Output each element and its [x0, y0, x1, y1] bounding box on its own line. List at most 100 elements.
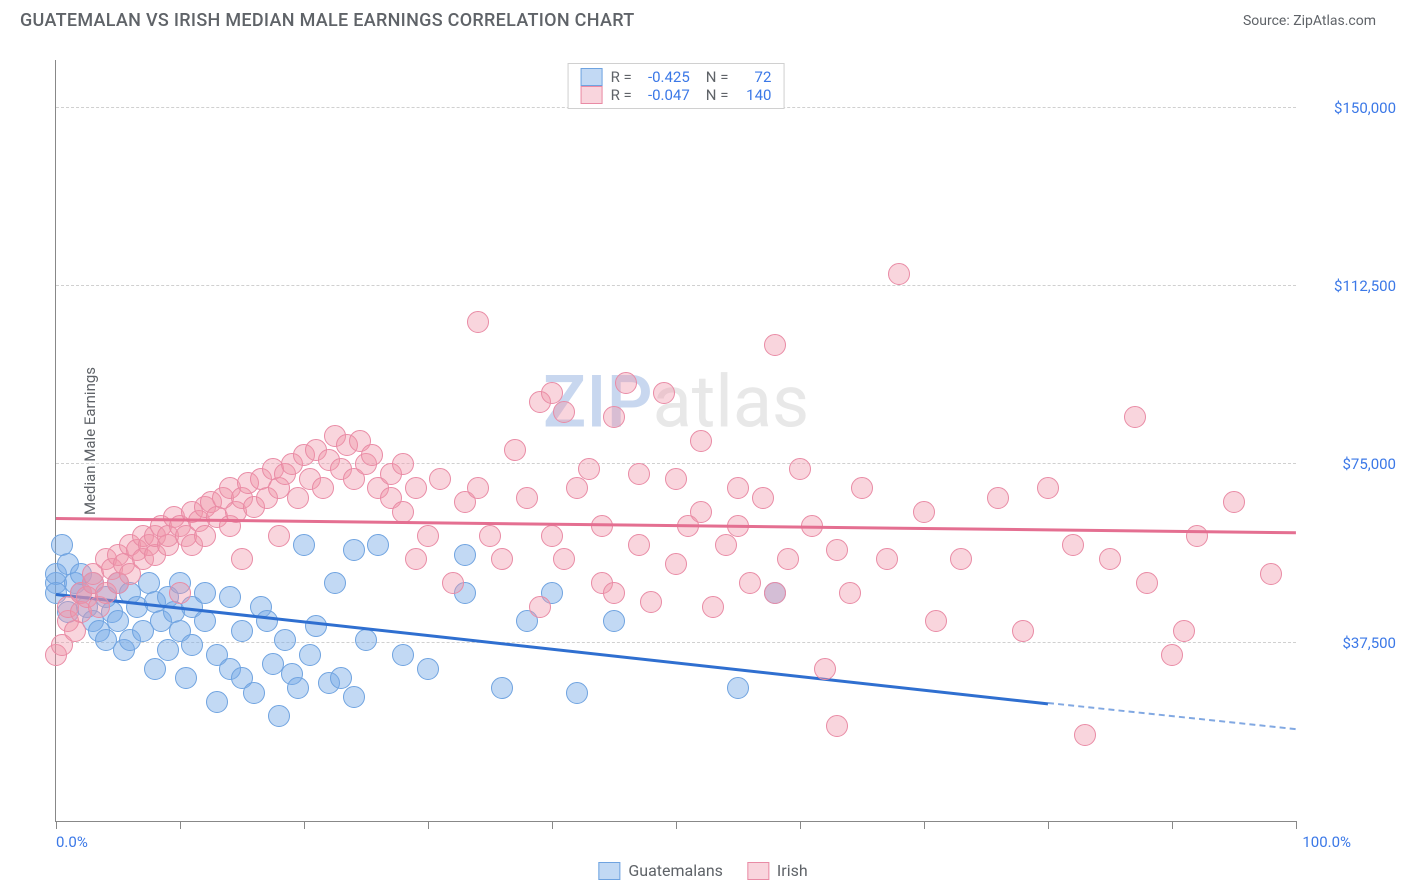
- gridline: [56, 285, 1296, 286]
- data-point: [1186, 525, 1208, 547]
- watermark: ZIPatlas: [543, 360, 809, 445]
- data-point: [64, 620, 86, 642]
- chart-plot-area: Median Male Earnings ZIPatlas R = -0.425 N…: [55, 60, 1296, 822]
- trend-line: [56, 517, 1296, 534]
- legend-swatch: [598, 862, 620, 880]
- data-point: [287, 487, 309, 509]
- r-value: -0.047: [640, 86, 690, 104]
- data-point: [1161, 644, 1183, 666]
- data-point: [467, 311, 489, 333]
- data-point: [690, 501, 712, 523]
- data-point: [467, 477, 489, 499]
- data-point: [392, 501, 414, 523]
- data-point: [491, 548, 513, 570]
- data-point: [777, 548, 799, 570]
- data-point: [343, 686, 365, 708]
- legend-swatch: [747, 862, 769, 880]
- data-point: [287, 677, 309, 699]
- data-point: [727, 677, 749, 699]
- data-point: [454, 544, 476, 566]
- data-point: [1074, 724, 1096, 746]
- data-point: [442, 572, 464, 594]
- legend-row: R = -0.425 N = 72: [581, 68, 772, 86]
- data-point: [665, 468, 687, 490]
- data-point: [628, 463, 650, 485]
- data-point: [566, 477, 588, 499]
- data-point: [405, 548, 427, 570]
- data-point: [553, 548, 575, 570]
- data-point: [504, 439, 526, 461]
- y-tick-label: $37,500: [1306, 634, 1396, 652]
- x-tick: [924, 821, 925, 829]
- data-point: [219, 586, 241, 608]
- chart-title: GUATEMALAN VS IRISH MEDIAN MALE EARNINGS…: [20, 10, 635, 31]
- data-point: [268, 525, 290, 547]
- data-point: [312, 477, 334, 499]
- data-point: [361, 444, 383, 466]
- data-point: [392, 453, 414, 475]
- data-point: [715, 534, 737, 556]
- data-point: [987, 487, 1009, 509]
- data-point: [429, 468, 451, 490]
- data-point: [640, 591, 662, 613]
- data-point: [764, 334, 786, 356]
- n-label: N =: [706, 68, 729, 86]
- data-point: [578, 458, 600, 480]
- data-point: [1099, 548, 1121, 570]
- data-point: [1136, 572, 1158, 594]
- x-tick: [180, 821, 181, 829]
- data-point: [324, 572, 346, 594]
- x-tick: [428, 821, 429, 829]
- legend-label: Irish: [777, 861, 808, 880]
- legend-label: Guatemalans: [628, 861, 723, 880]
- data-point: [274, 629, 296, 651]
- data-point: [299, 644, 321, 666]
- n-label: N =: [706, 86, 729, 104]
- legend-swatch: [581, 68, 603, 86]
- data-point: [392, 644, 414, 666]
- data-point: [417, 658, 439, 680]
- data-point: [194, 525, 216, 547]
- data-point: [405, 477, 427, 499]
- data-point: [789, 458, 811, 480]
- data-point: [516, 487, 538, 509]
- series-legend: Guatemalans Irish: [598, 861, 807, 880]
- data-point: [1173, 620, 1195, 642]
- data-point: [293, 534, 315, 556]
- data-point: [665, 553, 687, 575]
- data-point: [888, 263, 910, 285]
- legend-swatch: [581, 86, 603, 104]
- x-tick: [1172, 821, 1173, 829]
- r-value: -0.425: [640, 68, 690, 86]
- n-value: 72: [736, 68, 771, 86]
- data-point: [702, 596, 724, 618]
- data-point: [690, 430, 712, 452]
- data-point: [1012, 620, 1034, 642]
- x-tick: [1296, 821, 1297, 829]
- data-point: [169, 582, 191, 604]
- n-value: 140: [736, 86, 771, 104]
- data-point: [175, 667, 197, 689]
- data-point: [913, 501, 935, 523]
- data-point: [479, 525, 501, 547]
- legend-row: R =-0.047N =140: [581, 86, 772, 104]
- x-tick: [56, 821, 57, 829]
- y-axis-label: Median Male Earnings: [81, 366, 99, 514]
- data-point: [826, 715, 848, 737]
- data-point: [355, 629, 377, 651]
- data-point: [529, 596, 551, 618]
- data-point: [925, 610, 947, 632]
- data-point: [256, 610, 278, 632]
- source-attribution: Source: ZipAtlas.com: [1243, 13, 1376, 29]
- y-tick-label: $112,500: [1306, 277, 1396, 295]
- data-point: [1124, 406, 1146, 428]
- gridline: [56, 642, 1296, 643]
- data-point: [231, 620, 253, 642]
- data-point: [157, 639, 179, 661]
- legend-item: Guatemalans: [598, 861, 723, 880]
- data-point: [653, 382, 675, 404]
- data-point: [553, 401, 575, 423]
- r-label: R =: [611, 68, 632, 86]
- data-point: [814, 658, 836, 680]
- data-point: [417, 525, 439, 547]
